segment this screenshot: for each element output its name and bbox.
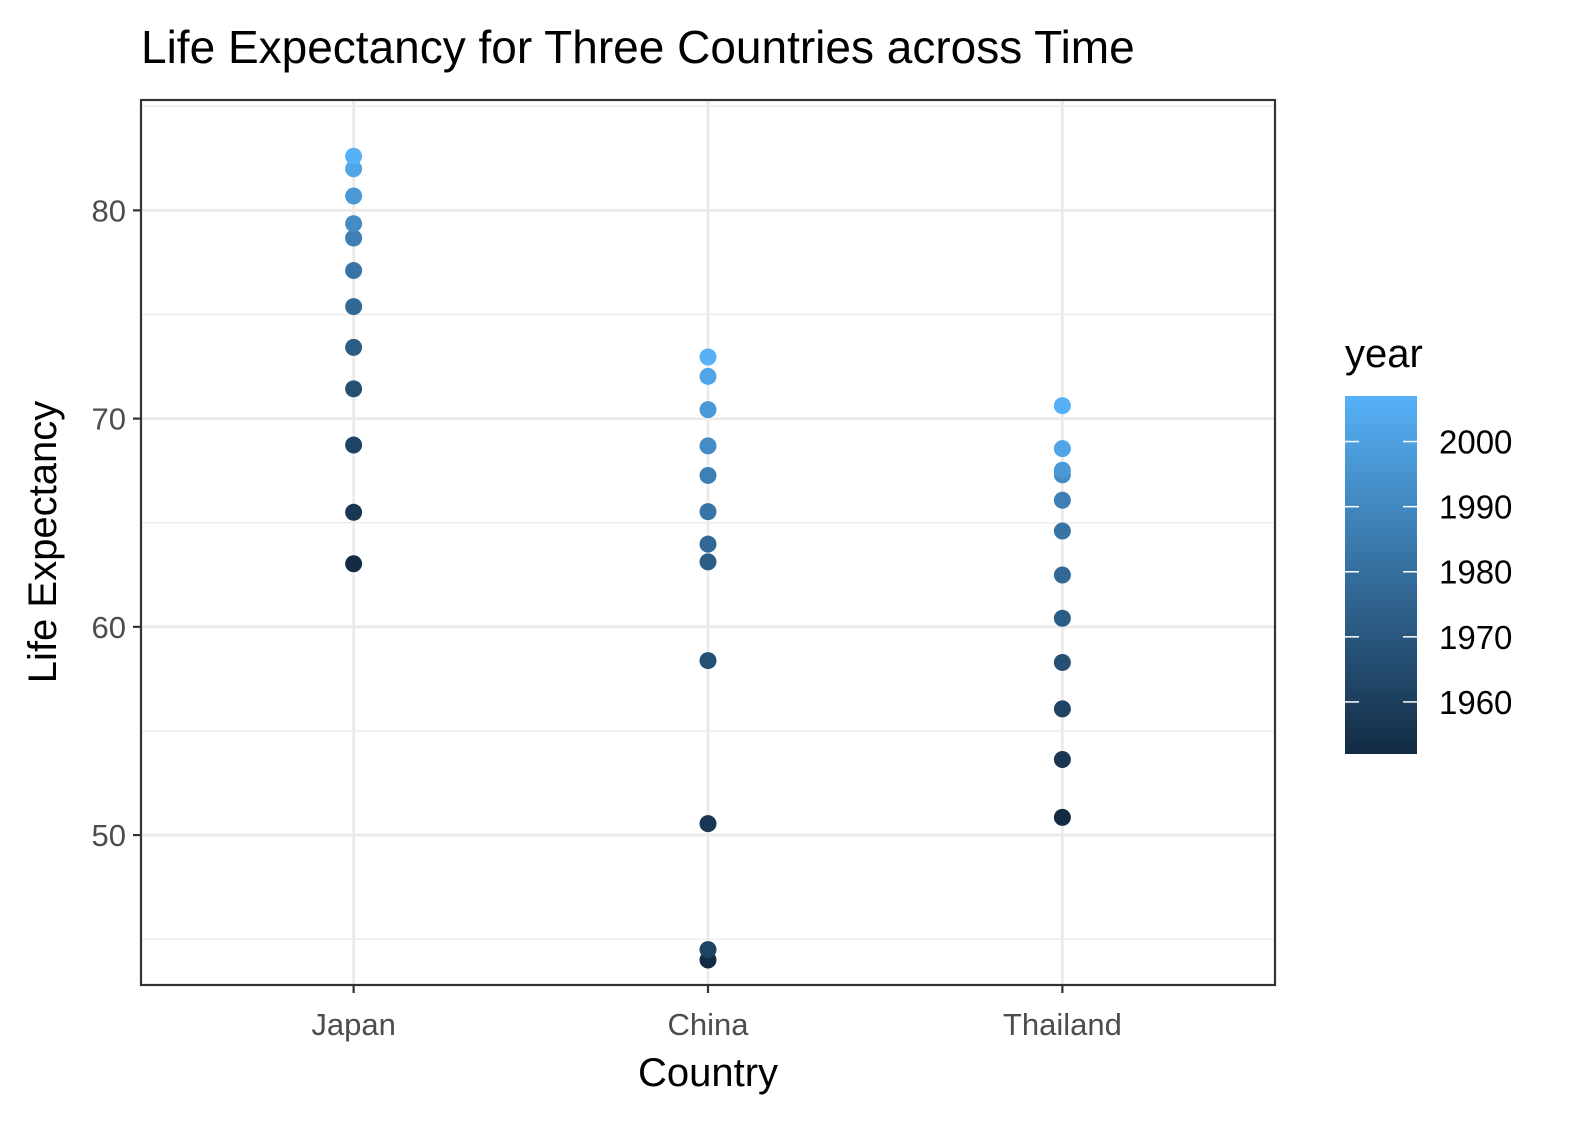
data-point (699, 348, 717, 366)
legend-tick-label: 1960 (1439, 684, 1512, 721)
y-tick-label: 70 (92, 402, 126, 437)
data-point (1053, 653, 1071, 671)
x-tick-label: Japan (311, 1007, 395, 1042)
data-point (699, 941, 717, 959)
data-point (1053, 397, 1071, 415)
data-point (345, 229, 363, 247)
data-point (699, 652, 717, 670)
data-point (699, 535, 717, 553)
data-point (345, 436, 363, 454)
data-point (1053, 700, 1071, 718)
data-point (1053, 440, 1071, 458)
legend-tick-label: 1990 (1439, 489, 1512, 526)
data-point (345, 147, 363, 165)
data-point (1053, 808, 1071, 826)
data-point (345, 215, 363, 233)
data-point (345, 298, 363, 316)
y-tick-label: 60 (92, 610, 126, 645)
data-point (345, 338, 363, 356)
x-axis: Japan China Thailand (311, 985, 1122, 1042)
data-point (345, 160, 363, 178)
data-point (699, 367, 717, 385)
legend-tick-label: 1970 (1439, 619, 1512, 656)
data-point (699, 437, 717, 455)
legend-colorbar (1345, 396, 1417, 754)
x-tick-label: Thailand (1003, 1007, 1122, 1042)
y-axis-title: Life Expectancy (21, 401, 65, 683)
data-point (699, 503, 717, 521)
data-point (345, 555, 363, 573)
legend: year 1960 1970 1980 1990 2000 (1345, 332, 1512, 754)
data-point (1053, 491, 1071, 509)
data-point (345, 262, 363, 280)
data-point (1053, 566, 1071, 584)
y-tick-label: 50 (92, 818, 126, 853)
data-point (1053, 609, 1071, 627)
x-tick-label: China (668, 1007, 750, 1042)
data-point (699, 466, 717, 484)
x-axis-title: Country (638, 1051, 778, 1095)
data-point (345, 187, 363, 205)
data-point (1053, 461, 1071, 479)
data-point (699, 401, 717, 419)
chart-title: Life Expectancy for Three Countries acro… (141, 21, 1135, 73)
y-axis: 50 60 70 80 (92, 193, 141, 853)
legend-ticks: 1960 1970 1980 1990 2000 (1345, 424, 1512, 721)
data-point (699, 815, 717, 833)
data-point (345, 503, 363, 521)
data-point (345, 380, 363, 398)
data-point (1053, 522, 1071, 540)
data-points (345, 147, 1071, 969)
legend-tick-label: 1980 (1439, 554, 1512, 591)
legend-tick-label: 2000 (1439, 424, 1512, 461)
data-point (1053, 750, 1071, 768)
y-tick-label: 80 (92, 193, 126, 228)
legend-title: year (1345, 332, 1423, 376)
data-point (699, 553, 717, 571)
